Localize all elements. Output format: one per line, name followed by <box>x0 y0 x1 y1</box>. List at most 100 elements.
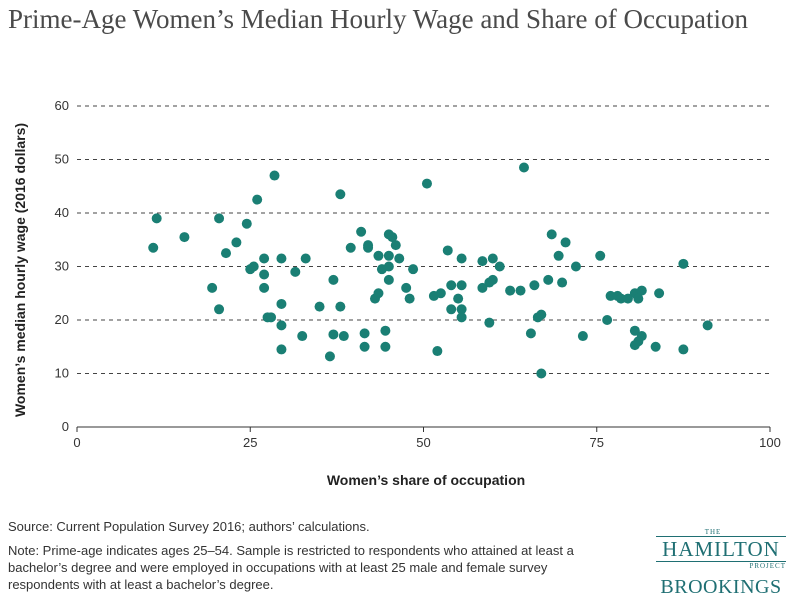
data-point <box>602 315 613 325</box>
data-point <box>359 328 370 339</box>
data-point <box>570 261 581 272</box>
data-point <box>636 331 647 342</box>
data-point <box>266 312 277 323</box>
data-point <box>338 331 349 342</box>
data-point <box>300 253 311 264</box>
axes <box>76 426 771 432</box>
data-point <box>477 282 488 293</box>
logo-brookings: BROOKINGS <box>660 576 782 598</box>
data-point <box>214 213 225 224</box>
data-point <box>290 266 301 277</box>
data-point <box>546 229 557 240</box>
y-tick-label: 10 <box>55 366 69 381</box>
data-point <box>259 269 270 280</box>
data-point <box>678 258 689 269</box>
data-point <box>446 304 457 315</box>
logo-project: PROJECT <box>749 562 786 570</box>
data-point <box>484 317 495 328</box>
data-point <box>380 325 391 336</box>
data-point <box>553 250 564 261</box>
scatter-plot: 0 10 20 30 40 50 60 0 25 50 75 100 Women’s median … <box>12 98 781 488</box>
data-point <box>252 194 263 205</box>
data-point <box>335 189 346 200</box>
data-point <box>560 237 571 248</box>
data-point <box>678 344 689 355</box>
data-point <box>314 301 325 312</box>
data-point <box>373 288 384 299</box>
data-point <box>383 250 394 261</box>
data-point <box>536 368 547 379</box>
data-point <box>494 261 505 272</box>
data-point <box>518 162 529 173</box>
data-point <box>404 293 415 304</box>
data-point <box>259 282 270 293</box>
data-point <box>702 320 713 331</box>
methodology-note: Note: Prime-age indicates ages 25–54. Sa… <box>8 543 574 592</box>
data-point <box>543 274 554 285</box>
data-point <box>595 250 606 261</box>
data-point <box>515 285 526 296</box>
data-point <box>636 285 647 296</box>
data-point <box>557 277 568 288</box>
data-point <box>220 248 231 259</box>
data-point <box>241 218 252 229</box>
data-point <box>148 242 159 253</box>
data-points <box>148 162 713 379</box>
x-tick-label: 100 <box>759 435 781 450</box>
y-tick-label: 0 <box>62 419 69 434</box>
data-point <box>453 293 464 304</box>
data-point <box>401 282 412 293</box>
source-note: Source: Current Population Survey 2016; … <box>8 519 370 534</box>
y-tick-label: 40 <box>55 205 69 220</box>
data-point <box>408 264 419 275</box>
data-point <box>605 290 616 301</box>
data-point <box>276 320 287 331</box>
data-point <box>328 329 339 340</box>
data-point <box>456 280 467 291</box>
data-point <box>394 253 405 264</box>
gridlines <box>77 105 770 374</box>
data-point <box>487 253 498 264</box>
data-point <box>525 328 536 339</box>
data-point <box>151 213 162 224</box>
x-axis-title: Women’s share of occupation <box>327 472 525 488</box>
chart-title: Prime-Age Women’s Median Hourly Wage and… <box>8 4 748 34</box>
data-point <box>577 331 588 342</box>
data-point <box>616 293 627 304</box>
y-tick-label: 50 <box>55 152 69 167</box>
y-tick-label: 30 <box>55 259 69 274</box>
data-point <box>363 242 374 253</box>
data-point <box>654 288 665 299</box>
data-point <box>248 261 259 272</box>
data-point <box>276 298 287 309</box>
y-tick-labels: 0 10 20 30 40 50 60 <box>55 98 69 434</box>
data-point <box>335 301 346 312</box>
x-tick-label: 50 <box>416 435 430 450</box>
data-point <box>207 282 218 293</box>
data-point <box>356 226 367 237</box>
data-point <box>529 280 540 291</box>
data-point <box>629 340 640 351</box>
data-point <box>456 253 467 264</box>
data-point <box>633 293 644 304</box>
x-tick-label: 25 <box>243 435 257 450</box>
y-tick-label: 60 <box>55 98 69 113</box>
data-point <box>390 240 401 251</box>
data-point <box>622 293 633 304</box>
hamilton-brookings-logo: THE HAMILTON PROJECT BROOKINGS <box>650 528 800 599</box>
data-point <box>231 237 242 248</box>
data-point <box>536 309 547 320</box>
data-point <box>456 312 467 323</box>
x-tick-label: 0 <box>73 435 80 450</box>
data-point <box>383 274 394 285</box>
data-point <box>432 346 443 357</box>
data-point <box>269 170 280 181</box>
data-point <box>421 178 432 189</box>
x-tick-label: 75 <box>590 435 604 450</box>
y-tick-label: 20 <box>55 312 69 327</box>
data-point <box>276 253 287 264</box>
data-point <box>435 288 446 299</box>
data-point <box>650 341 661 352</box>
data-point <box>442 245 453 256</box>
data-point <box>345 242 356 253</box>
